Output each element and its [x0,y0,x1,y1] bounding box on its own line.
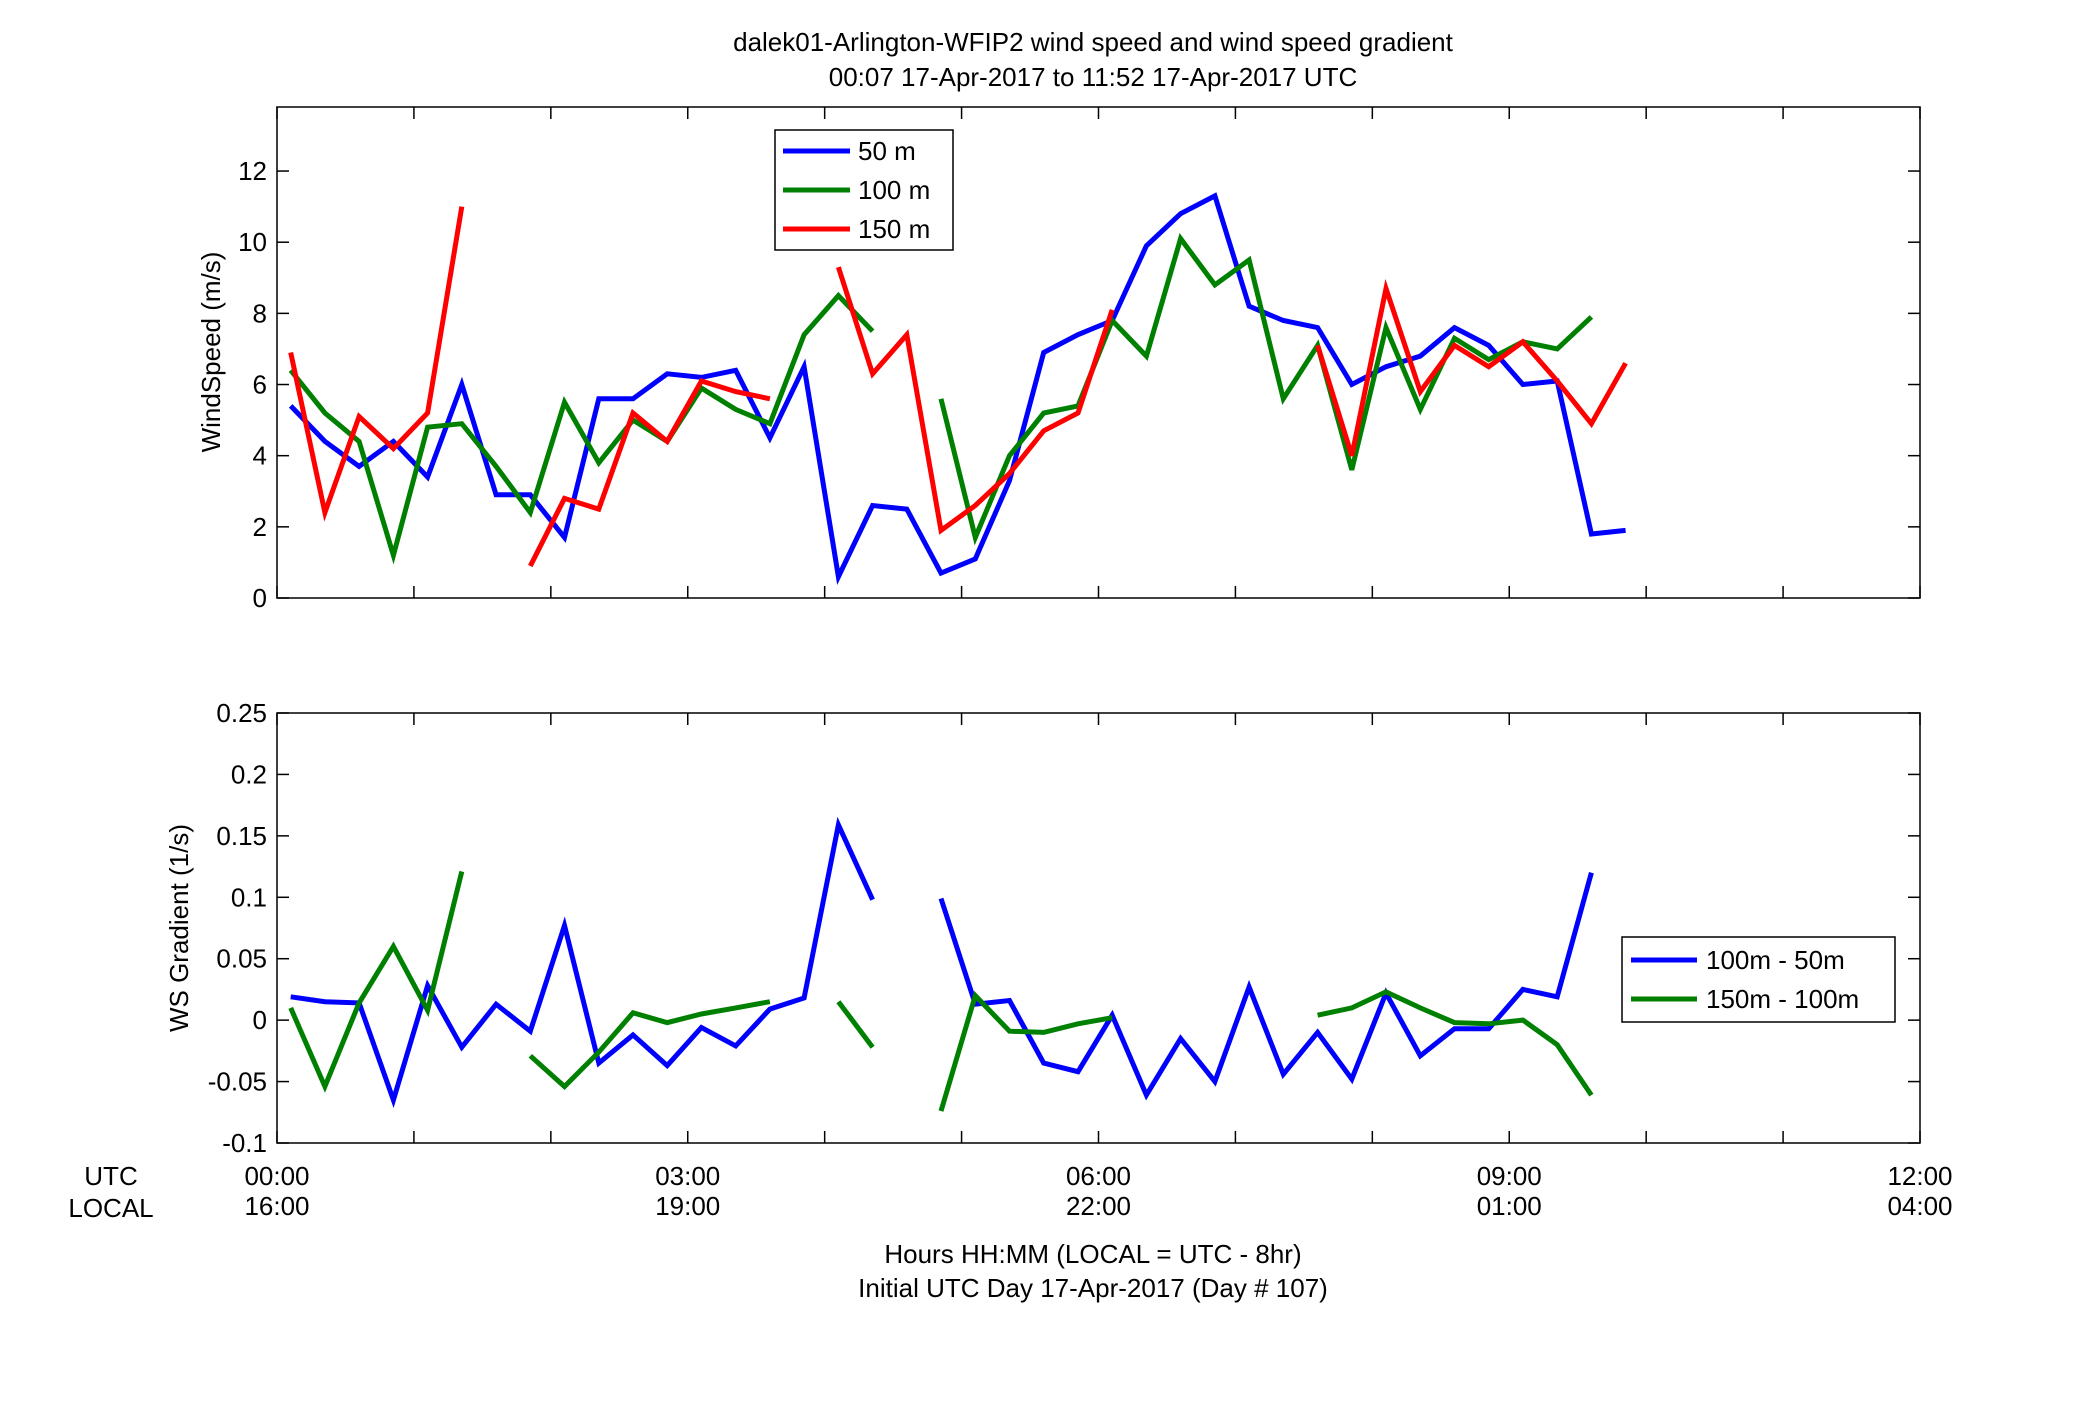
ws-gradient-series-1-segment-3 [938,990,1113,1112]
wind-speed-panel: 0 2 4 6 8 10 12 WindSpeed (m/s) 50 m 100 m 150… [196,106,1921,613]
ws-gradient-series-0-segment-1 [938,872,1594,1101]
wind-speed-ytick-label: 12 [238,156,267,186]
legend-label-100m: 100 m [858,175,930,205]
ws-gradient-panel: -0.1 -0.05 0 0.05 0.1 0.15 0.2 0.25 WS Gradient… [164,698,1921,1158]
ws-gradient-legend-box [1621,936,1896,1023]
ws-gradient-series-1-segment-2 [836,1000,875,1049]
ws-gradient-y-axis-label: WS Gradient (1/s) [164,824,194,1032]
ws-gradient-series-1-segment-0 [288,870,465,1093]
x-tick-label-local: 19:00 [655,1191,720,1221]
ws-gradient-ytick-label: 0.1 [231,882,267,912]
x-tick-label-utc: 09:00 [1477,1161,1542,1191]
wind-speed-ytick-label: 4 [253,441,267,471]
ws-gradient-axis-ticks [276,712,1921,1144]
wind-speed-series-2-segment-2 [836,266,1115,535]
row-label-local: LOCAL [68,1193,153,1223]
wind-speed-series-2-segment-3 [1315,278,1628,457]
wind-speed-ytick-label: 2 [253,512,267,542]
x-tick-label-utc: 12:00 [1887,1161,1952,1191]
wind-speed-ytick-label: 10 [238,227,267,257]
x-axis-label-line1: Hours HH:MM (LOCAL = UTC - 8hr) [884,1239,1301,1269]
x-tick-label-utc: 06:00 [1066,1161,1131,1191]
legend-label-100m-50m: 100m - 50m [1706,945,1845,975]
ws-gradient-y-tick-labels: -0.1 -0.05 0 0.05 0.1 0.15 0.2 0.25 [208,698,267,1158]
ws-gradient-series-0-segment-0 [290,816,875,1109]
wind-speed-series-2-segment-0 [288,206,465,522]
wind-speed-series-2-segment-1 [528,378,771,568]
figure-title-line1: dalek01-Arlington-WFIP2 wind speed and w… [733,27,1454,57]
x-axis-label-line2: Initial UTC Day 17-Apr-2017 (Day # 107) [858,1273,1328,1303]
x-tick-label-local: 22:00 [1066,1191,1131,1221]
ws-gradient-legend: 100m - 50m 150m - 100m [1621,936,1896,1023]
legend-label-150m-100m: 150m - 100m [1706,984,1859,1014]
wind-speed-series-1-segment-1 [938,233,1594,546]
ws-gradient-series-1-segment-4 [1317,989,1594,1097]
wind-speed-y-tick-labels: 0 2 4 6 8 10 12 [238,156,267,613]
wind-speed-ytick-label: 6 [253,370,267,400]
ws-gradient-ytick-label: -0.05 [208,1067,267,1097]
wind-speed-series-1-segment-0 [288,291,875,565]
ws-gradient-ytick-label: 0.25 [216,698,267,728]
x-tick-label-local: 04:00 [1887,1191,1952,1221]
ws-gradient-series-1-segment-1 [528,999,771,1090]
wind-speed-series [288,192,1628,585]
legend-label-50m: 50 m [858,136,916,166]
wind-speed-ytick-label: 8 [253,298,267,328]
x-tick-label-local: 01:00 [1477,1191,1542,1221]
wind-speed-y-axis-label: WindSpeed (m/s) [196,252,226,453]
figure-title-line2: 00:07 17-Apr-2017 to 11:52 17-Apr-2017 U… [829,62,1358,92]
ws-gradient-plot-box [276,712,1921,1144]
ws-gradient-ytick-label: -0.1 [222,1128,267,1158]
wind-speed-series-0-segment-0 [288,192,1626,585]
ws-gradient-ytick-label: 0.15 [216,821,267,851]
wind-speed-axis-ticks [276,107,1921,599]
wind-speed-legend: 50 m 100 m 150 m [774,129,954,251]
ws-gradient-ytick-label: 0.2 [231,759,267,789]
ws-gradient-ytick-label: 0 [253,1005,267,1035]
legend-label-150m: 150 m [858,214,930,244]
x-tick-label-utc: 03:00 [655,1161,720,1191]
ws-gradient-ytick-label: 0.05 [216,944,267,974]
x-tick-label-utc: 00:00 [244,1161,309,1191]
ws-gradient-series [288,816,1594,1112]
wind-speed-ytick-label: 0 [253,583,267,613]
row-label-utc: UTC [84,1161,137,1191]
x-tick-label-local: 16:00 [244,1191,309,1221]
